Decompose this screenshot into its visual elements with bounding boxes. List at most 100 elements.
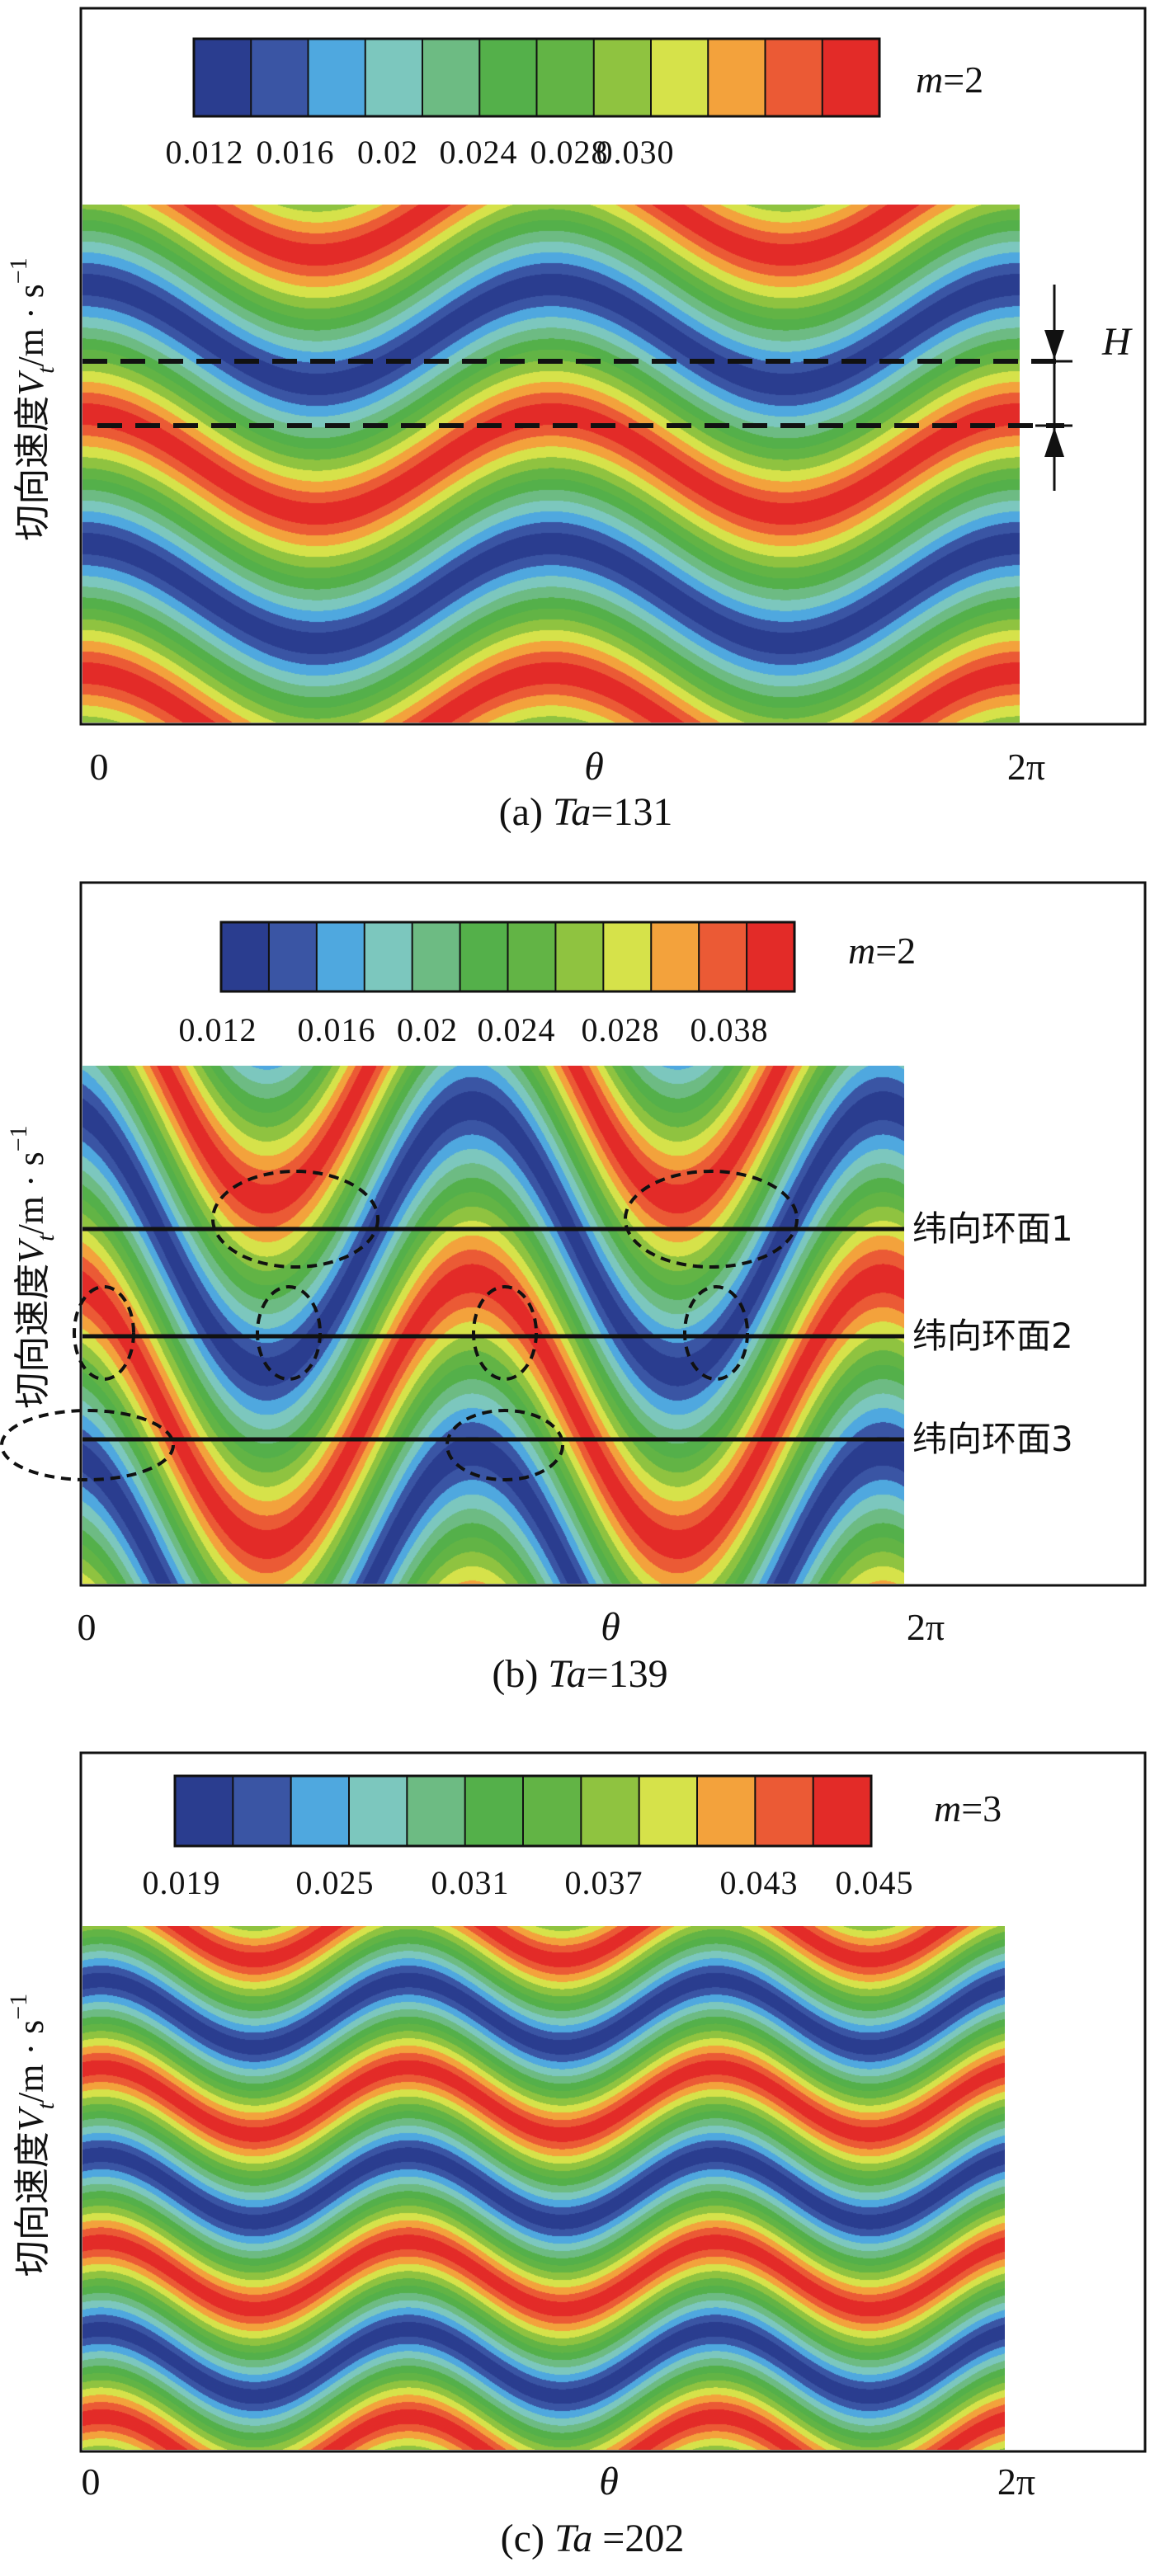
- colorbar-swatch: [754, 1775, 815, 1847]
- colorbar-tick-label: 0.045: [836, 1864, 914, 1901]
- colorbar-swatch: [464, 1775, 525, 1847]
- arrow-down-icon: [1044, 330, 1064, 360]
- colorbar-swatch: [602, 921, 653, 992]
- x-axis-label: θ: [601, 1605, 620, 1649]
- colorbar-swatch: [696, 1775, 757, 1847]
- colorbar-tick-label: 0.016: [298, 1011, 376, 1048]
- colorbar-border: [219, 921, 796, 993]
- colorbar-swatch: [638, 1775, 699, 1847]
- dashed-ellipse: [472, 1285, 538, 1381]
- colorbar-swatch: [290, 1775, 351, 1847]
- dashed-ellipse: [0, 1409, 175, 1481]
- dashed-ellipse: [256, 1285, 322, 1381]
- colorbar-tick-label: 0.024: [440, 134, 518, 171]
- plot-frame: [79, 7, 1147, 726]
- colorbar-tick-label: 0.028: [530, 134, 609, 171]
- colorbar-tick-label: 0.030: [596, 134, 675, 171]
- y-axis-label: 切向速度Vt/m · s−1: [5, 1994, 59, 2277]
- colorbar-swatch: [746, 921, 796, 992]
- y-axis-label: 切向速度Vt/m · s−1: [5, 1125, 59, 1408]
- section-label: 纬向环面1: [912, 1208, 1073, 1249]
- y-axis-label: 切向速度Vt/m · s−1: [5, 257, 59, 540]
- colorbar-tick-label: 0.043: [720, 1864, 799, 1901]
- colorbar-tick-label: 0.024: [478, 1011, 556, 1048]
- colorbar-swatch: [364, 38, 424, 117]
- colorbar-swatch: [554, 921, 605, 992]
- section-label: 纬向环面3: [912, 1419, 1073, 1459]
- colorbar-swatch: [698, 921, 748, 992]
- panel-b: 0.012 0.016 0.02 0.024 0.028 0.038 m=2 0 θ 2π 切向速度…: [0, 881, 1147, 1696]
- panel-caption: (c) Ta =202: [501, 2517, 685, 2560]
- x-tick-label: 2π: [997, 2461, 1035, 2503]
- latitudinal-sections: 纬向环面1 纬向环面2 纬向环面3: [0, 1170, 1073, 1481]
- colorbar-swatch: [812, 1775, 873, 1847]
- panel-caption: (a) Ta=131: [499, 790, 673, 834]
- colorbar-tick-label: 0.016: [257, 134, 335, 171]
- colorbar-tick-label: 0.037: [565, 1864, 643, 1901]
- colorbar-swatch: [250, 38, 309, 117]
- colorbar-swatch: [522, 1775, 582, 1847]
- colorbar-tick-label: 0.012: [166, 134, 244, 171]
- arrow-up-icon: [1044, 427, 1064, 457]
- panel-c: 0.019 0.025 0.031 0.037 0.043 0.045 m=3 0 θ 2π 切向速…: [5, 1751, 1147, 2560]
- colorbar-swatch: [174, 1775, 234, 1847]
- panel-caption: (b) Ta=139: [492, 1652, 667, 1696]
- colorbar-tick-label: 0.031: [431, 1864, 510, 1901]
- colorbar-swatch: [650, 921, 700, 992]
- dashed-ellipse: [73, 1285, 135, 1381]
- colorbar-swatch: [348, 1775, 408, 1847]
- x-tick-label: 2π: [1007, 746, 1045, 788]
- x-tick-label: 0: [82, 2461, 101, 2503]
- x-axis-label: θ: [584, 745, 604, 789]
- colorbar-swatch: [507, 921, 557, 992]
- colorbar-swatch: [422, 38, 481, 117]
- x-tick-label: 0: [78, 1606, 97, 1648]
- dashed-ellipse: [445, 1409, 564, 1481]
- colorbar-tick-label: 0.019: [143, 1864, 221, 1901]
- contour-map: [82, 1066, 904, 1584]
- colorbar-swatch: [764, 38, 824, 117]
- colorbar-swatch: [232, 1775, 293, 1847]
- colorbar-swatch: [535, 38, 596, 117]
- colorbar-tick-label: 0.038: [691, 1011, 769, 1048]
- colorbar-swatch: [363, 921, 414, 992]
- plot-frame: [79, 881, 1147, 1587]
- contour-map: [82, 1926, 1005, 2450]
- x-axis-label: θ: [599, 2460, 619, 2503]
- colorbar-tick-label: 0.012: [179, 1011, 257, 1048]
- colorbar-swatch: [821, 38, 881, 117]
- colorbar-swatch: [459, 921, 509, 992]
- colorbar-swatch: [650, 38, 709, 117]
- colorbar: 0.019 0.025 0.031 0.037 0.043 0.045: [143, 1774, 914, 1901]
- plot-frame: [79, 1751, 1147, 2453]
- dashed-ellipse: [683, 1285, 749, 1381]
- colorbar-swatch: [267, 921, 318, 992]
- mode-label: m=2: [916, 59, 983, 101]
- colorbar-tick-label: 0.028: [582, 1011, 660, 1048]
- section-label: 纬向环面2: [912, 1316, 1073, 1356]
- colorbar: 0.012 0.016 0.02 0.024 0.028 0.038: [179, 921, 796, 1048]
- x-tick-label: 2π: [907, 1606, 945, 1648]
- colorbar-swatch: [411, 921, 462, 992]
- mode-label: m=3: [934, 1787, 1002, 1830]
- colorbar-swatch: [406, 1775, 467, 1847]
- colorbar-swatch: [315, 921, 366, 992]
- colorbar-swatch: [707, 38, 766, 117]
- dashed-ellipse: [211, 1170, 379, 1269]
- colorbar-tick-label: 0.025: [296, 1864, 375, 1901]
- wavelength-marker: H: [82, 285, 1133, 491]
- colorbar-swatch: [193, 38, 252, 117]
- dashed-ellipse: [624, 1170, 799, 1269]
- mode-label: m=2: [848, 930, 916, 972]
- colorbar-swatch: [580, 1775, 641, 1847]
- colorbar-swatch: [478, 38, 538, 117]
- colorbar-swatch: [592, 38, 653, 117]
- height-label: H: [1101, 320, 1133, 364]
- colorbar-tick-label: 0.02: [397, 1011, 458, 1048]
- colorbar-border: [192, 37, 881, 118]
- colorbar-swatch: [307, 38, 367, 117]
- colorbar-tick-label: 0.02: [357, 134, 418, 171]
